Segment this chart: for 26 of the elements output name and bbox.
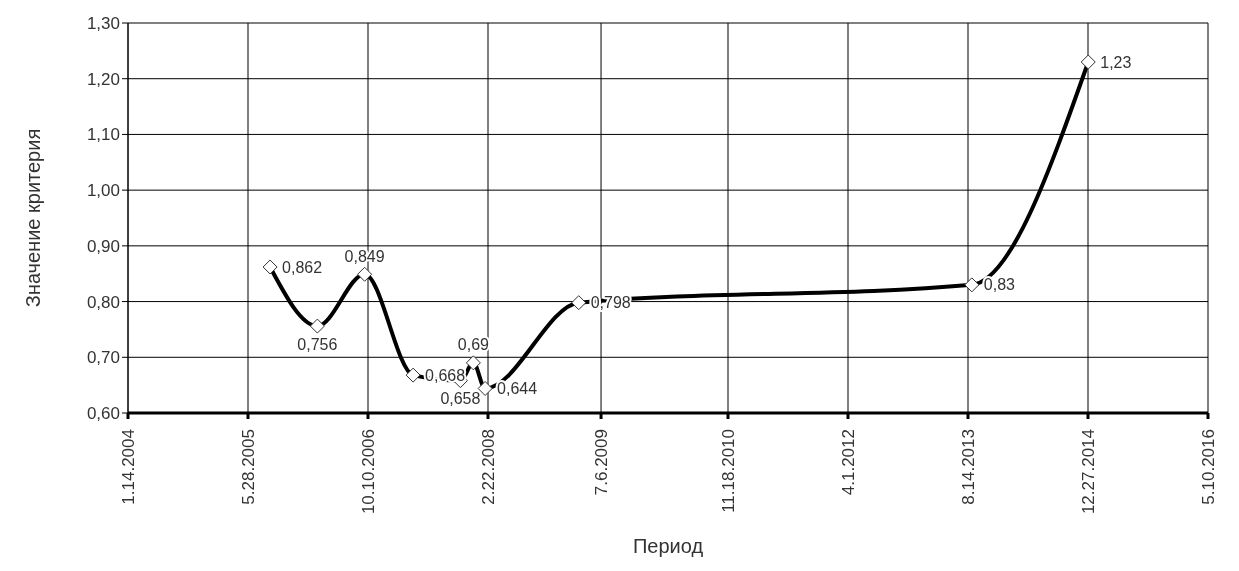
- data-label: 0,756: [297, 335, 338, 353]
- data-label: 1,23: [1100, 53, 1132, 71]
- x-tick-label: 11.18.2010: [718, 429, 738, 513]
- y-tick-label: 1,00: [86, 181, 120, 201]
- x-tick-label: 7.6.2009: [591, 429, 611, 496]
- x-tick-label: 4.1.2012: [838, 429, 858, 496]
- data-label: 0,658: [440, 390, 481, 408]
- y-tick-label: 0,70: [86, 348, 120, 368]
- x-tick-label: 12.27.2014: [1078, 429, 1098, 515]
- data-label: 0,862: [282, 258, 323, 276]
- data-label: 0,83: [983, 276, 1016, 294]
- x-tick-label: 10.10.2006: [358, 429, 378, 515]
- y-tick-label: 1,20: [86, 69, 120, 89]
- y-axis-title: Значение критерия: [22, 128, 45, 308]
- x-tick-label: 5.28.2005: [238, 429, 258, 505]
- data-label: 0,644: [497, 379, 538, 397]
- x-tick-label: 1.14.2004: [118, 429, 138, 505]
- y-tick-label: 0,90: [86, 236, 120, 256]
- y-tick-label: 0,60: [86, 404, 120, 424]
- x-tick-label: 5.10.2016: [1198, 429, 1218, 505]
- x-axis-title: Период: [632, 535, 704, 557]
- y-tick-label: 1,30: [86, 14, 120, 34]
- x-tick-label: 8.14.2013: [958, 429, 978, 505]
- y-tick-label: 0,80: [86, 292, 120, 312]
- x-tick-label: 2.22.2008: [478, 429, 498, 505]
- y-tick-label: 1,10: [86, 125, 120, 145]
